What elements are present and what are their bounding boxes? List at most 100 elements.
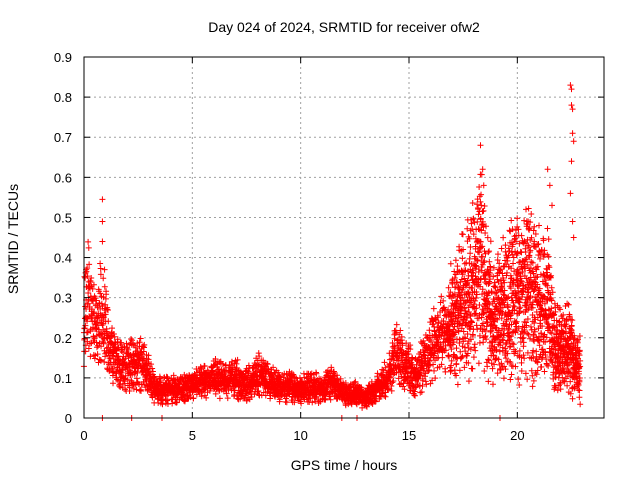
data-point xyxy=(119,367,126,374)
data-point xyxy=(531,223,538,230)
data-point xyxy=(84,300,91,307)
data-point xyxy=(87,277,94,284)
data-point xyxy=(502,248,509,255)
data-point xyxy=(203,394,210,401)
y-tick-label: 0.5 xyxy=(54,210,72,225)
data-point xyxy=(567,316,574,323)
data-point xyxy=(530,377,537,384)
data-point xyxy=(109,325,116,332)
data-point xyxy=(282,395,289,402)
data-point xyxy=(393,321,400,328)
data-point xyxy=(570,138,577,145)
data-point xyxy=(374,370,381,377)
data-point xyxy=(105,318,112,325)
data-point xyxy=(136,339,143,346)
data-series-srmtid xyxy=(80,82,584,421)
data-point xyxy=(403,340,410,347)
data-point xyxy=(84,273,91,280)
data-point xyxy=(124,376,131,383)
data-point xyxy=(372,398,379,405)
data-point xyxy=(256,353,263,360)
data-point xyxy=(380,367,387,374)
data-point xyxy=(390,377,397,384)
data-point xyxy=(473,322,480,329)
data-point xyxy=(85,289,92,296)
data-point xyxy=(481,203,488,210)
data-point xyxy=(103,345,110,352)
data-point xyxy=(390,371,397,378)
data-point xyxy=(467,250,474,257)
data-point xyxy=(476,339,483,346)
data-point xyxy=(267,371,274,378)
data-point xyxy=(103,288,110,295)
data-point xyxy=(363,403,370,410)
data-point xyxy=(291,399,298,406)
data-point xyxy=(158,397,165,404)
data-point xyxy=(497,366,504,373)
data-point xyxy=(395,357,402,364)
data-point xyxy=(149,365,156,372)
data-point xyxy=(91,309,98,316)
data-point xyxy=(298,400,305,407)
data-point xyxy=(506,227,513,234)
data-point xyxy=(212,355,219,362)
data-point xyxy=(504,257,511,264)
data-point xyxy=(201,363,208,370)
data-point xyxy=(401,386,408,393)
data-point xyxy=(270,364,277,371)
data-point xyxy=(89,285,96,292)
data-point xyxy=(234,356,241,363)
data-point xyxy=(97,271,104,278)
data-point xyxy=(494,251,501,258)
data-point xyxy=(81,325,88,332)
data-point xyxy=(141,341,148,348)
data-point xyxy=(523,206,529,213)
data-point xyxy=(385,386,392,393)
data-point xyxy=(569,106,576,113)
data-point xyxy=(130,385,137,392)
data-point xyxy=(381,392,388,399)
x-tick-label: 0 xyxy=(80,428,87,443)
data-point xyxy=(330,368,337,375)
grid xyxy=(84,57,604,418)
data-point xyxy=(101,283,108,290)
data-point xyxy=(431,367,438,374)
data-point xyxy=(102,350,109,357)
data-point xyxy=(481,367,488,374)
data-point xyxy=(469,319,476,326)
data-point xyxy=(528,210,535,217)
data-point xyxy=(510,302,517,309)
data-point xyxy=(99,196,106,203)
data-point xyxy=(201,392,208,399)
data-point xyxy=(267,395,274,402)
data-point xyxy=(569,130,576,137)
data-point xyxy=(518,359,525,366)
data-point xyxy=(97,290,104,297)
data-point xyxy=(568,158,575,165)
data-point xyxy=(118,339,125,346)
data-point xyxy=(130,341,137,348)
data-point xyxy=(469,200,476,207)
x-tick-label: 15 xyxy=(402,428,416,443)
data-point xyxy=(565,301,572,308)
data-point xyxy=(100,314,107,321)
data-point xyxy=(475,360,482,367)
data-point xyxy=(459,231,466,238)
data-point xyxy=(145,352,152,359)
data-point xyxy=(418,389,425,396)
data-point xyxy=(122,372,129,379)
data-point xyxy=(576,394,583,401)
data-point xyxy=(469,365,476,372)
data-point xyxy=(447,260,454,267)
plot-frame xyxy=(83,56,605,419)
data-point xyxy=(484,363,491,370)
data-point xyxy=(198,393,205,400)
data-point xyxy=(426,327,433,334)
data-point xyxy=(134,348,141,355)
data-point xyxy=(216,359,223,366)
data-point xyxy=(90,298,97,305)
data-point xyxy=(223,390,230,397)
data-point xyxy=(334,376,341,383)
data-point xyxy=(442,368,449,375)
data-point xyxy=(379,366,386,373)
